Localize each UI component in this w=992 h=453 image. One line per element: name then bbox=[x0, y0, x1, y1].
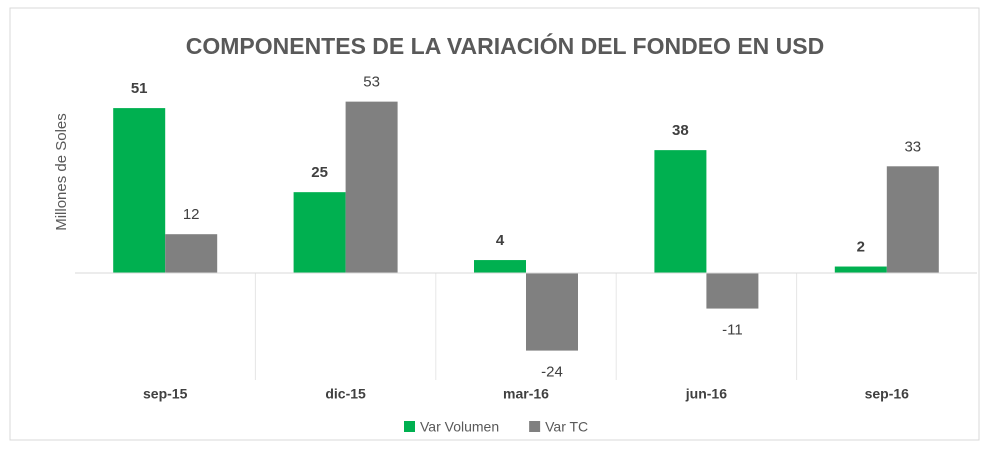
legend-swatch bbox=[529, 421, 541, 432]
x-tick-label: mar-16 bbox=[503, 386, 549, 402]
bar bbox=[706, 273, 759, 309]
legend-label: Var Volumen bbox=[420, 419, 499, 435]
bar bbox=[834, 266, 887, 273]
x-tick-label: sep-16 bbox=[865, 386, 910, 402]
data-label: 38 bbox=[672, 122, 689, 139]
chart-title: COMPONENTES DE LA VARIACIÓN DEL FONDEO E… bbox=[186, 32, 825, 59]
data-label: 4 bbox=[496, 232, 505, 249]
data-label: -11 bbox=[722, 322, 743, 339]
data-label: 33 bbox=[904, 138, 921, 155]
legend-swatch bbox=[404, 421, 415, 432]
bar bbox=[886, 166, 939, 273]
bar bbox=[293, 192, 346, 273]
data-label: 2 bbox=[857, 239, 865, 256]
bar bbox=[526, 273, 578, 351]
x-tick-label: jun-16 bbox=[685, 386, 727, 402]
y-axis-label: Millones de Soles bbox=[53, 113, 70, 231]
x-tick-label: dic-15 bbox=[325, 386, 366, 402]
data-label: 12 bbox=[183, 206, 200, 223]
bar bbox=[654, 150, 707, 273]
bar bbox=[113, 108, 166, 273]
bar bbox=[474, 260, 526, 273]
chart-frame bbox=[9, 7, 980, 441]
bar bbox=[345, 101, 398, 273]
data-label: 53 bbox=[363, 74, 380, 91]
data-label: 25 bbox=[311, 164, 328, 181]
x-tick-label: sep-15 bbox=[143, 386, 188, 402]
bar bbox=[165, 234, 218, 273]
legend-label: Var TC bbox=[545, 419, 588, 435]
data-label: 51 bbox=[131, 80, 148, 97]
data-label: -24 bbox=[541, 364, 563, 381]
